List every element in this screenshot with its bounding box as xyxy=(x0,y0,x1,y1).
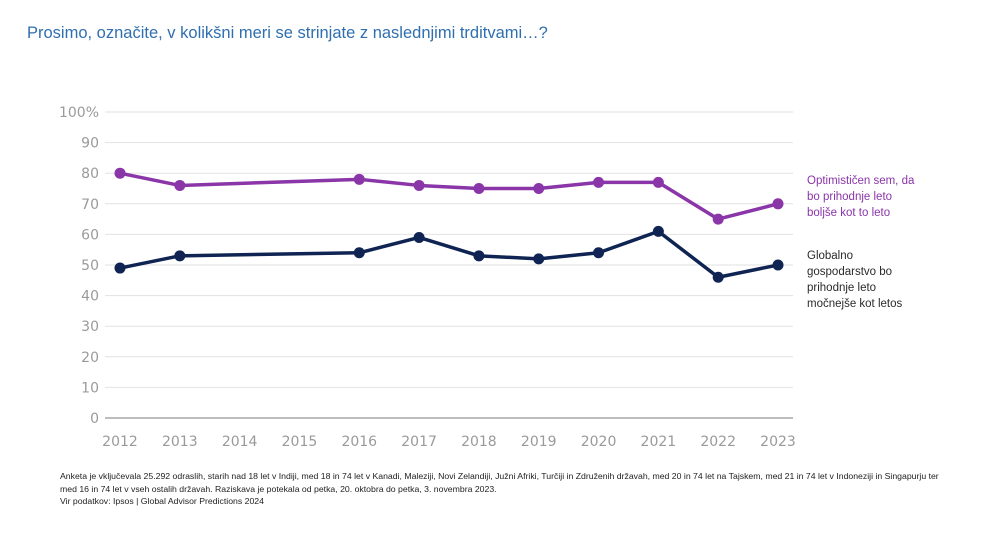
data-point xyxy=(114,262,126,274)
y-tick-label: 50 xyxy=(81,258,99,274)
x-tick-label: 2013 xyxy=(162,434,198,450)
data-point xyxy=(473,183,485,194)
footnote-survey: Anketa je vključevala 25.292 odraslih, s… xyxy=(60,471,939,494)
data-point xyxy=(413,231,425,243)
data-point xyxy=(413,179,425,191)
chart-title: Prosimo, označite, v kolikšni meri se st… xyxy=(27,24,548,42)
data-point xyxy=(593,176,605,188)
data-point xyxy=(533,253,545,265)
data-point xyxy=(772,198,784,210)
x-tick-label: 2017 xyxy=(401,434,437,450)
data-point xyxy=(652,176,664,188)
x-tick-label: 2022 xyxy=(700,434,736,450)
y-tick-label: 20 xyxy=(81,350,99,366)
y-tick-label: 30 xyxy=(81,319,99,335)
data-point xyxy=(473,250,485,262)
x-tick-label: 2023 xyxy=(760,434,796,450)
data-point xyxy=(353,247,365,259)
data-point xyxy=(593,247,605,259)
data-point xyxy=(114,167,126,179)
x-tick-label: 2019 xyxy=(521,434,557,450)
series-line-2 xyxy=(119,229,779,279)
footnote-source: Vir podatkov: Ipsos | Global Advisor Pre… xyxy=(60,496,264,506)
y-tick-label: 100% xyxy=(59,105,99,121)
data-point xyxy=(174,179,186,191)
x-tick-label: 2021 xyxy=(641,434,677,450)
x-tick-label: 2012 xyxy=(102,434,138,450)
x-tick-label: 2015 xyxy=(282,434,318,450)
data-point xyxy=(533,183,545,194)
legend-economy: Globalno gospodarstvo bo prihodnje leto … xyxy=(807,250,903,310)
x-tick-label: 2018 xyxy=(461,434,497,450)
x-tick-label: 2014 xyxy=(222,434,258,450)
x-tick-label: 2016 xyxy=(341,434,377,450)
data-point xyxy=(353,173,365,185)
y-tick-label: 70 xyxy=(81,197,99,213)
y-tick-label: 0 xyxy=(90,411,99,427)
y-tick-label: 80 xyxy=(81,166,99,182)
data-point xyxy=(174,250,186,262)
data-point xyxy=(652,225,664,237)
footnote: Anketa je vključevala 25.292 odraslih, s… xyxy=(60,470,940,508)
data-point xyxy=(772,259,784,271)
x-tick-label: 2020 xyxy=(581,434,617,450)
data-point xyxy=(712,271,724,283)
legend-optimist: Optimističen sem, da bo prihodnje leto b… xyxy=(807,175,915,219)
series-line-1 xyxy=(119,171,779,221)
y-tick-label: 40 xyxy=(81,289,99,305)
y-tick-label: 60 xyxy=(81,227,99,243)
data-point xyxy=(712,213,724,225)
y-tick-label: 90 xyxy=(81,136,99,152)
y-tick-label: 10 xyxy=(81,380,99,396)
